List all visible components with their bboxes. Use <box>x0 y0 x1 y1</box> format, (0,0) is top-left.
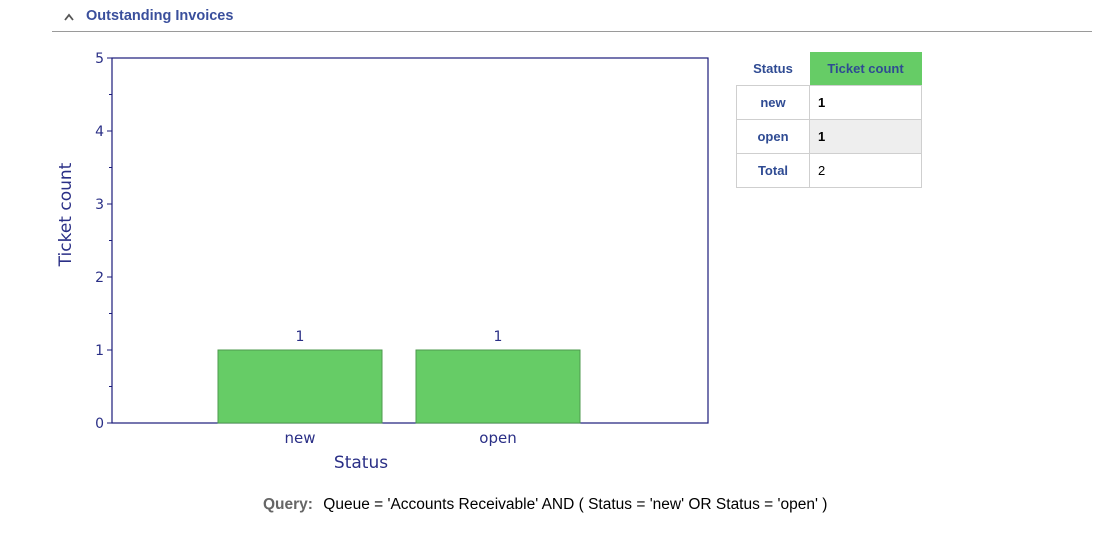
x-axis-title: Status <box>334 453 388 473</box>
data-label-new: 1 <box>296 329 305 345</box>
query-label: Query: <box>263 496 313 513</box>
table-row: open 1 <box>736 119 922 154</box>
row-label-cell: new <box>736 85 810 120</box>
y-axis-title: Ticket count <box>56 162 76 267</box>
y-tick-label: 5 <box>95 51 104 67</box>
bar-chart: 0 1 2 3 4 5 1 new 1 open Status Ticket count <box>56 51 709 473</box>
summary-table: Status Ticket count new 1 open 1 Total 2 <box>736 52 922 188</box>
y-tick-label: 0 <box>95 416 104 432</box>
row-value-cell: 1 <box>809 85 922 120</box>
chevron-up-icon[interactable] <box>63 12 75 22</box>
widget-title[interactable]: Outstanding Invoices <box>86 8 234 24</box>
data-label-open: 1 <box>494 329 503 345</box>
bar-open[interactable] <box>415 349 581 424</box>
query-line: Query: Queue = 'Accounts Receivable' AND… <box>263 496 827 514</box>
status-link-new[interactable]: new <box>760 95 786 110</box>
ticket-count-open: 1 <box>818 129 826 144</box>
widget-header: Outstanding Invoices <box>52 0 1092 32</box>
total-value: 2 <box>809 153 922 188</box>
y-tick-label: 3 <box>95 197 104 213</box>
summary-header-row: Status Ticket count <box>737 52 922 86</box>
y-tick-label: 2 <box>95 270 104 286</box>
table-total-row: Total 2 <box>736 153 922 188</box>
row-label-cell: Total <box>736 153 810 188</box>
x-tick-label-open: open <box>479 429 516 447</box>
bar-new[interactable] <box>217 349 383 424</box>
column-header-status: Status <box>753 61 793 76</box>
column-header-ticket-count: Ticket count <box>809 52 922 86</box>
row-value-cell: 1 <box>809 119 922 154</box>
query-text: Queue = 'Accounts Receivable' AND ( Stat… <box>323 496 828 513</box>
status-link-open[interactable]: open <box>757 129 789 144</box>
y-tick-label: 1 <box>95 343 104 359</box>
y-tick-label: 4 <box>95 124 104 140</box>
table-row: new 1 <box>736 85 922 120</box>
ticket-count-new: 1 <box>818 95 826 110</box>
total-link[interactable]: Total <box>757 163 789 178</box>
row-label-cell: open <box>736 119 810 154</box>
x-tick-label-new: new <box>284 429 315 447</box>
plot-frame <box>111 57 709 424</box>
